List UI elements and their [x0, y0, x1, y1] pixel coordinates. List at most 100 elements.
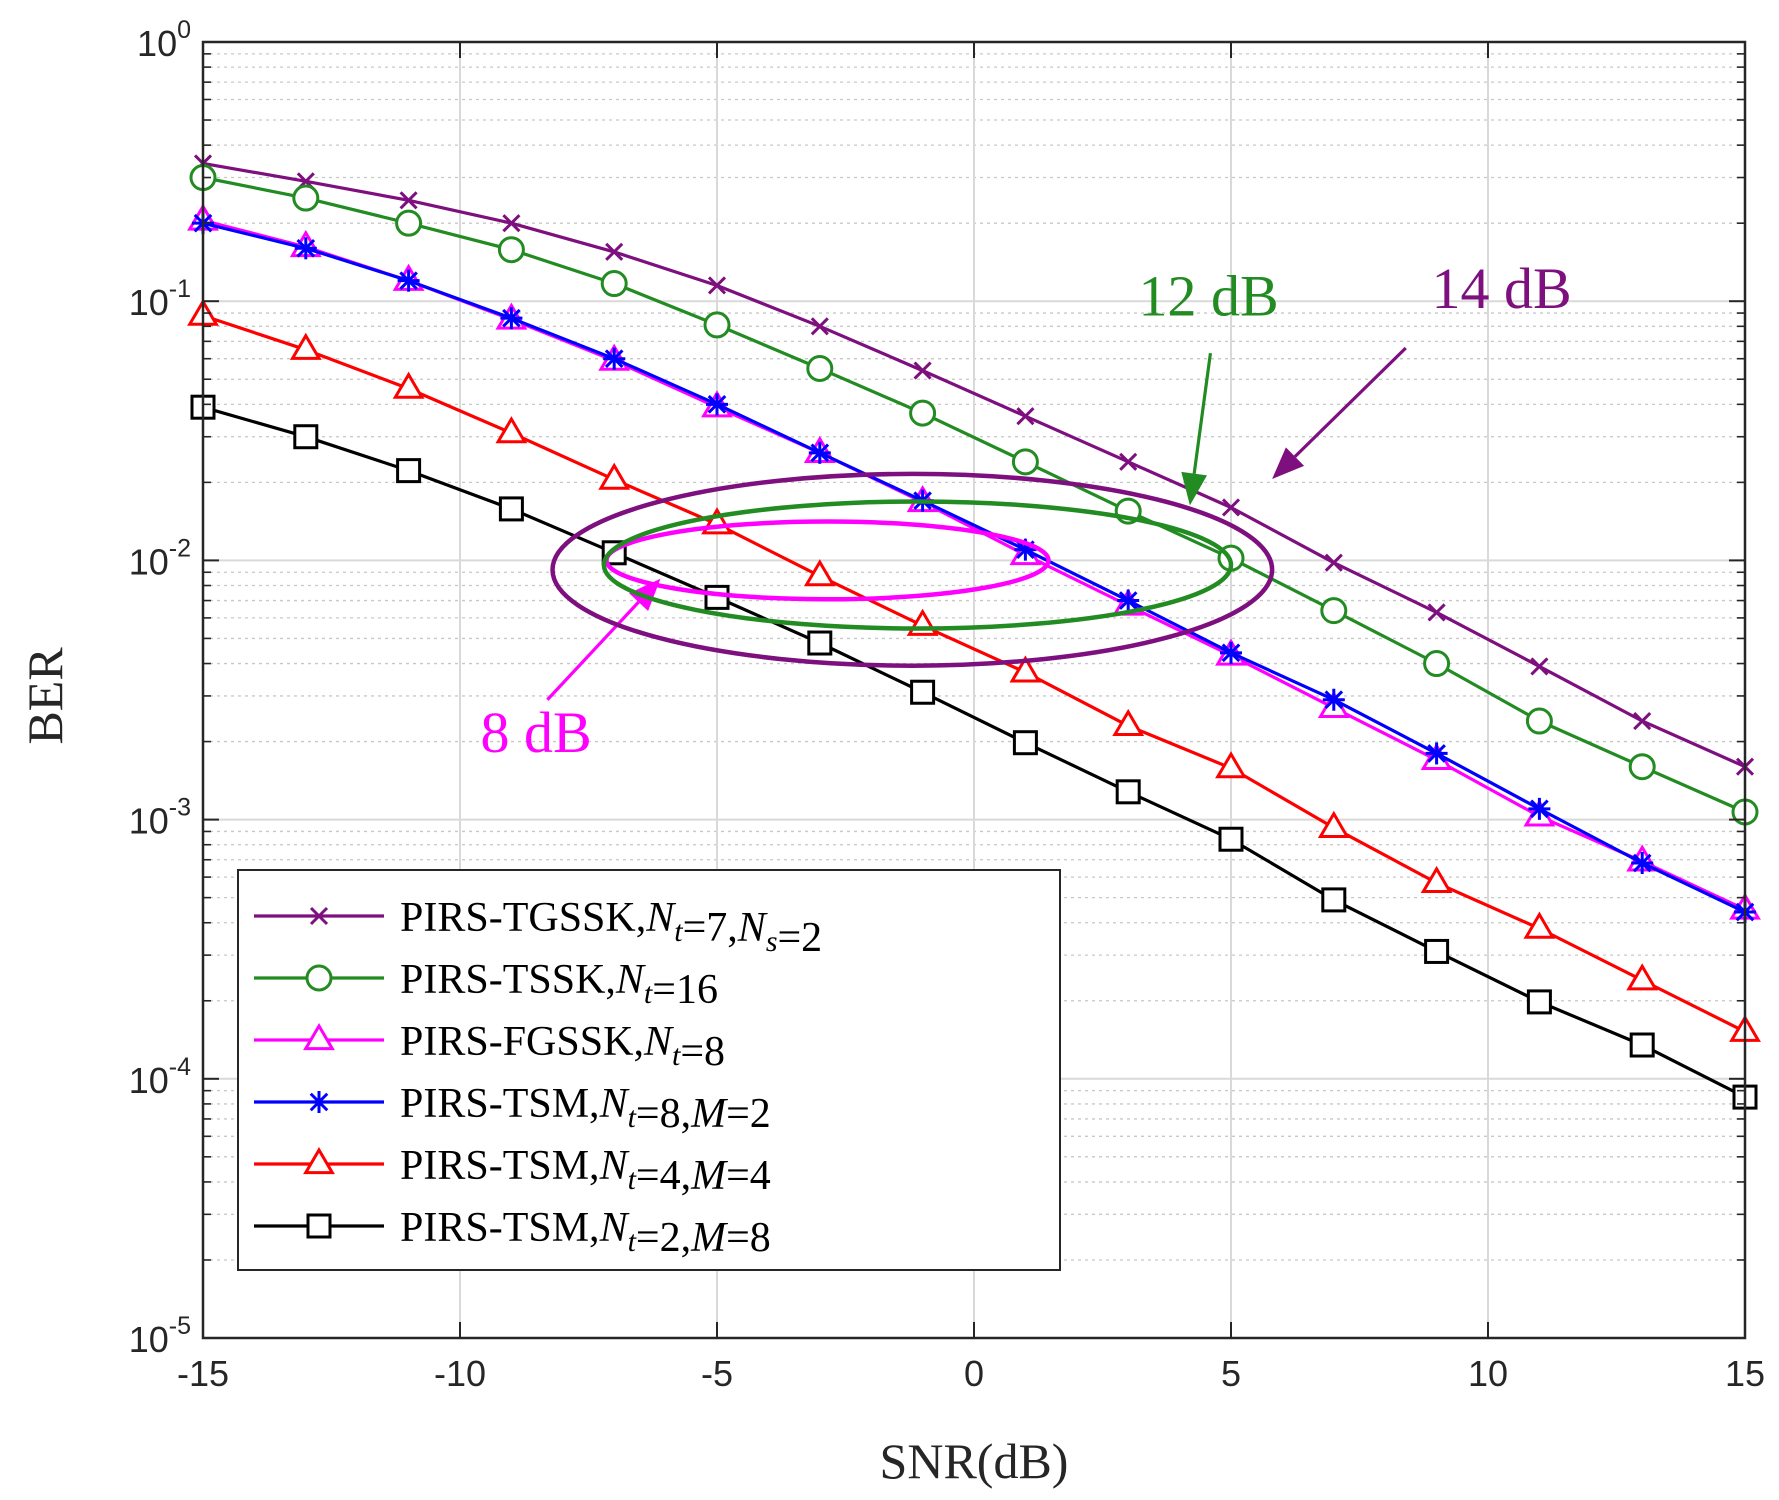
y-tick-base: 10: [129, 1319, 169, 1360]
x-marker: [399, 191, 418, 210]
annotation-ellipse: [550, 471, 1275, 668]
triangle-marker: [495, 416, 528, 444]
x-marker: [309, 906, 329, 926]
series-line: [202, 161, 1746, 769]
annotation-label: 12 dB: [1138, 264, 1278, 329]
x-marker: [1119, 452, 1138, 471]
y-tick-label: 10 0: [137, 16, 191, 64]
x-marker: [605, 242, 624, 261]
triangle-marker: [803, 559, 836, 587]
x-tick-label: 5: [1221, 1353, 1241, 1394]
circle-marker: [600, 270, 628, 298]
y-tick-exponent: -3: [169, 794, 191, 822]
annotation-1: 8 dB: [481, 519, 1051, 765]
square-marker: [1115, 779, 1141, 805]
annotation-arrow: [1293, 346, 1407, 458]
x-marker: [913, 361, 932, 380]
square-marker: [1424, 938, 1450, 964]
legend-item: PIRS-TSM,Nt=2,M=8: [254, 1205, 771, 1261]
square-marker: [1321, 887, 1347, 913]
axis-ticks: [202, 41, 1746, 1339]
square-marker: [306, 1213, 332, 1239]
x-tick-label: 0: [964, 1353, 984, 1394]
star-marker: [1220, 641, 1242, 664]
square-marker: [293, 424, 319, 450]
square-marker: [1526, 989, 1552, 1015]
y-tick-label: 10 -5: [129, 1312, 191, 1360]
triangle-marker: [1317, 810, 1350, 838]
annotation-3: 14 dB: [550, 256, 1572, 668]
triangle-marker: [303, 1023, 335, 1051]
y-tick-label: 10 -4: [129, 1053, 191, 1101]
x-marker: [810, 317, 829, 336]
x-marker: [707, 276, 727, 295]
y-tick-base: 10: [129, 801, 169, 842]
y-tick-base: 10: [129, 282, 169, 323]
annotation-label: 8 dB: [481, 700, 592, 765]
legend-label: PIRS-FGSSK,Nt=8: [400, 1019, 725, 1075]
x-marker: [502, 214, 521, 233]
x-tick-label: -5: [701, 1353, 733, 1394]
star-marker: [808, 441, 831, 464]
y-tick-exponent: -1: [169, 275, 191, 303]
square-marker: [1629, 1032, 1655, 1058]
triangle-marker: [1009, 655, 1042, 683]
annotation-2: 12 dB: [601, 264, 1279, 631]
star-marker: [706, 393, 728, 416]
triangle-marker: [1420, 865, 1453, 894]
y-tick-exponent: -2: [169, 534, 191, 562]
x-tick-label: 15: [1725, 1353, 1765, 1394]
x-marker: [1633, 711, 1652, 731]
star-marker: [1117, 589, 1140, 612]
y-tick-label: 10 -3: [129, 794, 191, 842]
annotations: 8 dB 12 dB 14 dB: [481, 256, 1572, 765]
square-marker: [396, 458, 422, 484]
y-tick-exponent: -5: [169, 1312, 191, 1340]
y-tick-label: 10 -2: [129, 534, 191, 582]
circle-marker: [806, 354, 834, 382]
star-marker: [1425, 742, 1448, 765]
y-tick-base: 10: [129, 541, 169, 582]
star-marker: [308, 1091, 330, 1113]
legend-label: PIRS-TSM,Nt=4,M=4: [400, 1143, 771, 1199]
circle-marker: [703, 311, 731, 339]
series-line: [202, 221, 1746, 914]
star-marker: [1631, 852, 1654, 875]
star-marker: [1322, 688, 1345, 711]
y-tick-exponent: 0: [177, 16, 191, 44]
star-marker: [500, 307, 523, 330]
x-axis-title: SNR(dB): [880, 1433, 1069, 1489]
series-line: [202, 314, 1746, 1034]
x-marker: [1324, 553, 1343, 572]
square-marker: [807, 630, 833, 656]
triangle-marker: [1215, 751, 1247, 779]
circle-marker: [292, 184, 320, 212]
series-1: [193, 154, 1755, 776]
circle-marker: [305, 964, 333, 992]
legend-item: PIRS-TSSK,Nt=16: [254, 957, 718, 1013]
y-tick-label: 10 -1: [129, 275, 191, 323]
x-marker: [1530, 657, 1549, 676]
square-marker: [704, 584, 730, 610]
triangle-marker: [1112, 708, 1145, 737]
square-marker: [1218, 826, 1244, 852]
legend-item: PIRS-TSM,Nt=8,M=2: [254, 1081, 771, 1137]
legend-label: PIRS-TSSK,Nt=16: [400, 957, 718, 1013]
circle-marker: [909, 399, 937, 427]
circle-marker: [497, 236, 525, 264]
legend-box: [237, 869, 1061, 1271]
star-marker: [294, 237, 317, 260]
circle-marker: [395, 209, 423, 237]
annotation-arrow: [546, 600, 640, 701]
triangle-marker: [1626, 963, 1659, 991]
star-marker: [397, 269, 420, 292]
star-marker: [1528, 797, 1551, 820]
circle-marker: [1011, 448, 1039, 476]
x-tick-label: -15: [177, 1353, 229, 1394]
circle-marker: [1320, 597, 1348, 625]
annotation-label: 14 dB: [1431, 256, 1571, 321]
x-marker: [1427, 603, 1446, 622]
y-axis-title: BER: [17, 647, 73, 745]
